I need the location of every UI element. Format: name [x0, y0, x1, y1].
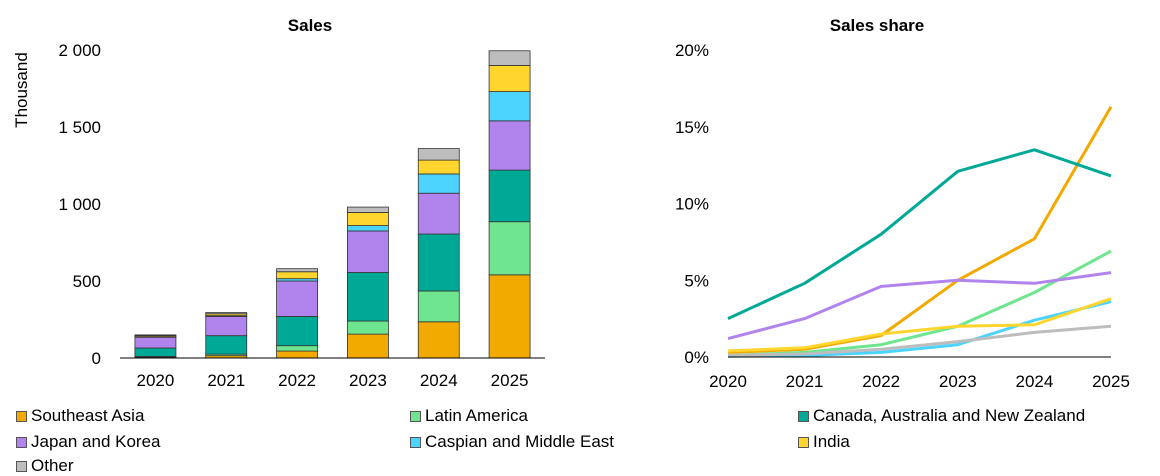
legend-item-india: India — [798, 432, 850, 452]
bar-segment-southeast-asia-2023 — [347, 333, 389, 359]
y-tick-label: 0 — [92, 349, 101, 368]
bar-segment-canada-australia-and-new-zealand-2020 — [134, 347, 177, 357]
bar-segment-india-2025 — [488, 65, 531, 92]
bar-segment-other-2022 — [276, 268, 318, 273]
legend-label: Caspian and Middle East — [425, 432, 615, 451]
x-tick-label: 2022 — [862, 372, 900, 391]
y-tick-label: 0% — [684, 348, 709, 367]
y-tick-label: 500 — [73, 272, 101, 291]
series-line-india — [727, 297, 1112, 353]
series-line-latin-america — [727, 249, 1112, 357]
sales-share-x-ticks: 2020 2021 2022 2023 2024 2025 — [709, 372, 1130, 391]
x-tick-label: 2021 — [786, 372, 824, 391]
bar-segment-southeast-asia-2025 — [488, 274, 531, 359]
bar-segment-latin-america-2025 — [488, 221, 531, 276]
bar-segment-other-2020 — [134, 334, 177, 337]
legend-label: Other — [31, 456, 74, 475]
legend-swatch — [16, 410, 27, 422]
sales-share-line-chart: Sales share 0%5%10%15%20% 2020 2021 2022 20… — [675, 16, 1130, 391]
legend-item-caspian-middle-east: Caspian and Middle East — [410, 432, 614, 452]
bar-segment-japan-and-korea-2023 — [347, 230, 389, 273]
legend-label: Latin America — [425, 406, 528, 425]
bar-segment-latin-america-2022 — [276, 345, 318, 352]
series-line-other — [727, 324, 1112, 357]
legend-item-other: Other — [16, 456, 74, 476]
bar-segment-other-2021 — [205, 312, 248, 315]
sales-y-ticks: 0 500 1 000 1 500 2 000 — [58, 41, 101, 368]
bar-segment-japan-and-korea-2022 — [276, 280, 318, 317]
bar-segment-southeast-asia-2022 — [276, 350, 318, 359]
x-tick-label: 2023 — [939, 372, 977, 391]
x-tick-label: 2021 — [207, 371, 245, 390]
bar-segment-india-2023 — [347, 212, 389, 226]
x-tick-label: 2020 — [709, 372, 747, 391]
legend-label: Japan and Korea — [31, 432, 161, 451]
sales-y-axis-label: Thousand — [12, 52, 31, 128]
legend-swatch — [798, 436, 809, 448]
bar-segment-latin-america-2024 — [417, 290, 460, 323]
legend-label: Southeast Asia — [31, 406, 145, 425]
legend-swatch — [410, 410, 421, 422]
legend: Southeast Asia Latin America Canada, Aus… — [0, 404, 1160, 476]
bar-segment-canada-australia-and-new-zealand-2022 — [276, 316, 318, 347]
sales-share-lines — [727, 106, 1113, 358]
bar-segment-latin-america-2023 — [347, 320, 389, 335]
bar-segment-canada-australia-and-new-zealand-2021 — [205, 335, 248, 355]
bar-segment-other-2024 — [417, 148, 460, 161]
y-tick-label: 5% — [684, 271, 709, 290]
legend-item-canada-australia-nz: Canada, Australia and New Zealand — [798, 406, 1085, 426]
x-tick-label: 2020 — [137, 371, 175, 390]
bar-segment-canada-australia-and-new-zealand-2025 — [488, 169, 531, 223]
legend-label: India — [813, 432, 850, 451]
series-line-canada-australia-and-new-zealand — [727, 148, 1112, 320]
legend-swatch — [410, 436, 421, 448]
bar-segment-japan-and-korea-2024 — [417, 192, 460, 235]
bar-segment-india-2024 — [417, 159, 460, 175]
y-tick-label: 2 000 — [58, 41, 101, 60]
x-tick-label: 2022 — [278, 371, 316, 390]
sales-chart-title: Sales — [288, 16, 332, 35]
bar-segment-southeast-asia-2024 — [417, 321, 460, 359]
legend-swatch — [798, 410, 809, 422]
y-tick-label: 20% — [675, 41, 709, 60]
x-tick-label: 2024 — [1015, 372, 1053, 391]
bar-segment-caspian-and-middle-east-2024 — [417, 173, 460, 194]
sales-bars — [134, 50, 531, 359]
bar-segment-other-2025 — [488, 50, 531, 66]
y-tick-label: 1 500 — [58, 118, 101, 137]
legend-item-southeast-asia: Southeast Asia — [16, 406, 144, 426]
bar-segment-japan-and-korea-2025 — [488, 120, 531, 171]
bar-segment-japan-and-korea-2021 — [205, 316, 248, 337]
series-line-japan-and-korea — [727, 271, 1112, 341]
bar-segment-caspian-and-middle-east-2023 — [347, 225, 389, 232]
bar-segment-canada-australia-and-new-zealand-2024 — [417, 233, 460, 292]
legend-label: Canada, Australia and New Zealand — [813, 406, 1086, 425]
legend-swatch — [16, 436, 27, 448]
y-tick-label: 10% — [675, 195, 709, 214]
legend-item-latin-america: Latin America — [410, 406, 528, 426]
legend-swatch — [16, 460, 27, 472]
sales-share-chart-title: Sales share — [830, 16, 925, 35]
x-tick-label: 2024 — [420, 371, 458, 390]
bar-segment-india-2022 — [276, 271, 318, 280]
sales-share-y-ticks: 0% 5% 10% 15% 20% — [675, 41, 709, 367]
sales-x-ticks: 2020 2021 2022 2023 2024 2025 — [137, 371, 529, 390]
x-tick-label: 2023 — [349, 371, 387, 390]
bar-segment-japan-and-korea-2020 — [134, 336, 177, 349]
y-tick-label: 15% — [675, 118, 709, 137]
x-tick-label: 2025 — [1092, 372, 1130, 391]
legend-item-japan-korea: Japan and Korea — [16, 432, 161, 452]
bar-segment-other-2023 — [347, 206, 389, 213]
bar-segment-canada-australia-and-new-zealand-2023 — [347, 272, 389, 322]
y-tick-label: 1 000 — [58, 195, 101, 214]
x-tick-label: 2025 — [491, 371, 529, 390]
bar-segment-caspian-and-middle-east-2025 — [488, 91, 531, 122]
